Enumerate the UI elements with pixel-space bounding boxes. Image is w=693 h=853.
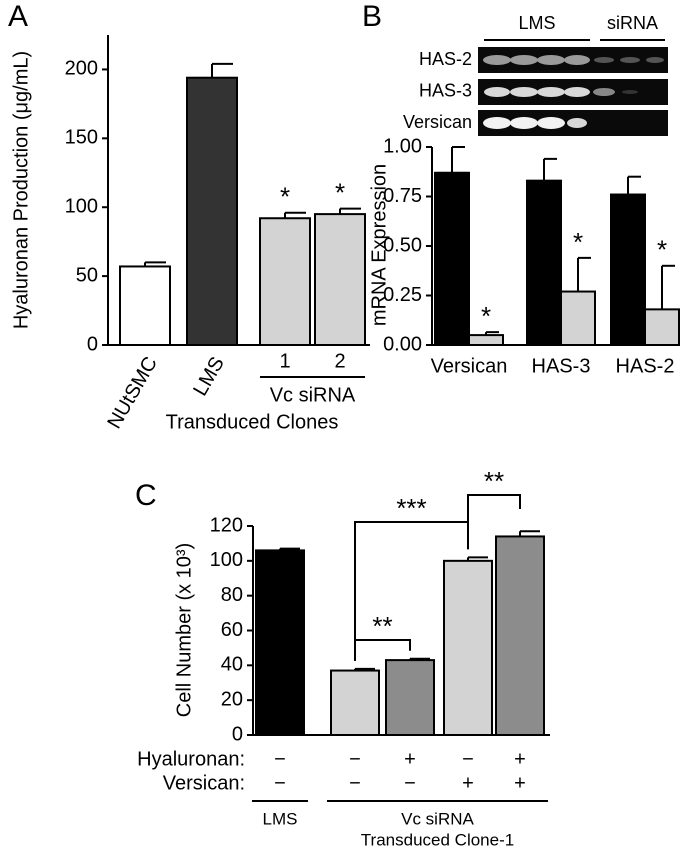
panel-letter: B [362,0,382,33]
comparison-label: ** [484,466,504,496]
panel-letter: A [8,0,28,33]
y-tick-label: 20 [221,688,243,710]
bar [610,193,646,346]
significance: * [481,301,491,331]
condition-label: Hyaluronan: [137,748,245,770]
condition-label: Versican: [163,772,245,794]
bar [443,559,493,736]
bar [434,171,470,346]
group-sublabel: Transduced Clone-1 [361,830,514,849]
group-label: Vc siRNA [401,809,474,828]
x-tick-label: Versican [431,355,508,377]
condition-sign: − [274,748,286,770]
group-label: Vc siRNA [270,384,356,406]
significance: * [280,182,290,212]
y-tick-label: 0.50 [383,234,422,256]
y-tick-label: 100 [65,196,98,218]
y-tick-label: 0.25 [383,284,422,306]
x-tick-label: HAS-2 [616,355,675,377]
comparison-bracket [467,494,521,550]
legend-label: LMS [518,13,555,33]
significance: * [573,227,583,257]
condition-sign: + [462,772,474,794]
bar [468,334,504,347]
panel-letter: C [135,479,157,512]
x-tick-label: 1 [279,350,290,372]
bar [330,669,380,737]
significance: * [335,177,345,207]
y-tick-label: 0 [87,333,98,355]
bar [186,76,238,346]
y-tick-label: 0 [232,723,243,745]
x-tick-label: HAS-3 [532,355,591,377]
y-axis-title: mRNA Expression [368,164,390,326]
gel-image [478,47,668,136]
y-tick-label: 0.75 [383,185,422,207]
condition-sign: + [514,772,526,794]
bar [314,213,366,346]
bar [255,549,305,737]
bar [119,265,171,347]
y-tick-label: 40 [221,654,243,676]
significance: * [657,235,667,265]
bar [385,659,435,737]
y-tick-label: 150 [65,127,98,149]
comparison-label: *** [396,493,426,523]
y-tick-label: 0.00 [383,333,422,355]
condition-sign: − [274,772,286,794]
bar [560,290,596,347]
x-tick-label: LMS [189,353,229,400]
gel-row-label: Versican [403,112,472,132]
legend-label: siRNA [607,13,658,33]
comparison-label: ** [372,611,392,641]
x-tick-label: 2 [334,350,345,372]
y-tick-label: 200 [65,58,98,80]
group-label: LMS [263,809,298,828]
condition-sign: + [514,748,526,770]
x-axis-title: Transduced Clones [166,411,339,433]
gel-row-label: HAS-3 [419,80,472,100]
condition-sign: − [404,772,416,794]
bar [526,179,562,346]
condition-sign: − [462,748,474,770]
bar [259,217,311,346]
y-tick-label: 60 [221,619,243,641]
y-axis-title: Hyaluronan Production (μg/mL) [10,51,32,329]
y-tick-label: 120 [210,514,243,536]
condition-sign: + [404,748,416,770]
condition-sign: − [349,772,361,794]
gel-row-label: HAS-2 [419,49,472,69]
condition-sign: − [349,748,361,770]
x-tick-label: NUtSMC [103,353,161,432]
y-tick-label: 80 [221,584,243,606]
y-tick-label: 100 [210,549,243,571]
y-axis-title: Cell Number (x 10³) [173,543,195,717]
y-tick-label: 50 [76,264,98,286]
bar [644,308,680,346]
comparison-bracket [354,639,411,661]
bar [495,535,545,737]
y-tick-label: 1.00 [383,135,422,157]
